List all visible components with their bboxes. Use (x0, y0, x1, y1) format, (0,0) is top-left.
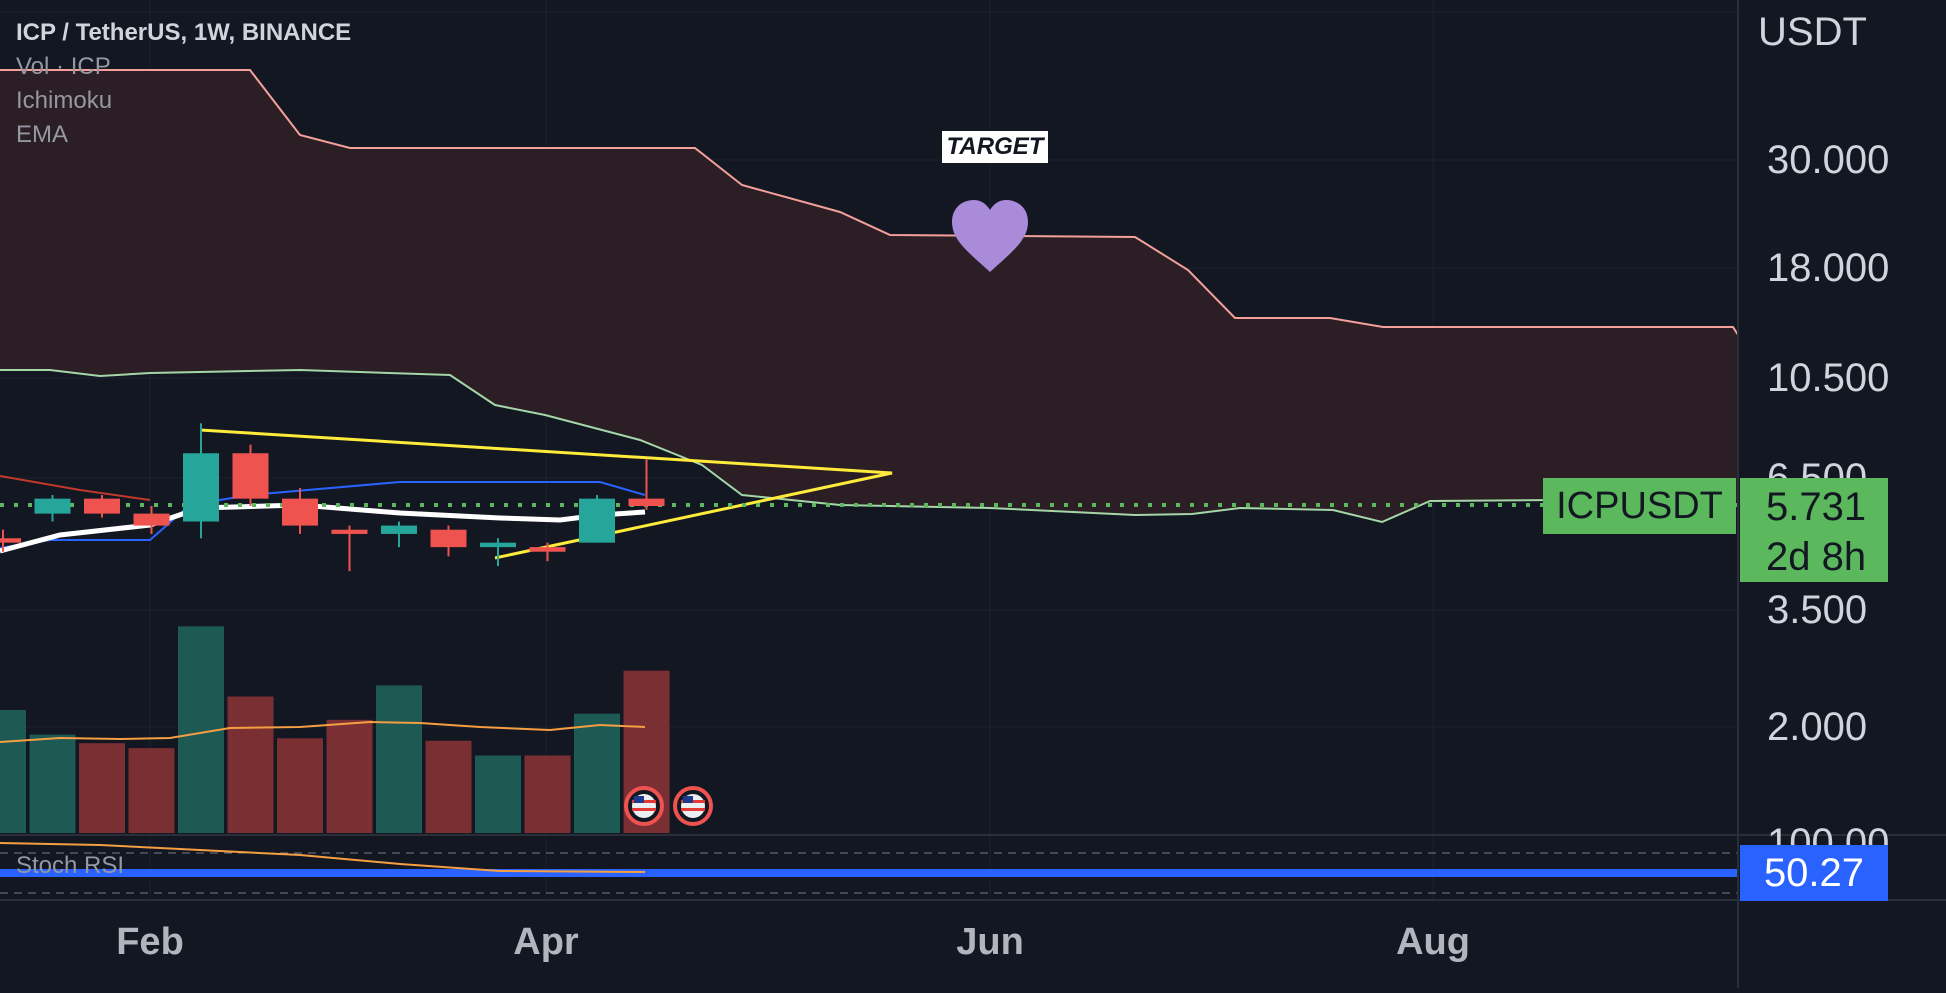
ichimoku-span-b (0, 368, 1561, 524)
volume-bar (128, 748, 175, 833)
volume-bar (376, 685, 422, 833)
us-flag-icon[interactable] (624, 786, 664, 826)
candle-body (133, 513, 170, 526)
candle-body (628, 498, 665, 507)
candle-body (331, 529, 368, 534)
candle-body (430, 529, 467, 548)
ichimoku-cloud (0, 70, 1738, 522)
last-price-value: 5.731 (1766, 485, 1867, 529)
stoch-rsi-label[interactable]: Stoch RSI (16, 852, 125, 879)
time-tick: Jun (956, 921, 1024, 963)
indicator-volume[interactable]: Vol · ICP (16, 53, 111, 80)
bar-countdown: 2d 8h (1766, 535, 1867, 579)
candle-body (480, 542, 516, 548)
target-label: TARGET (942, 131, 1048, 163)
indicator-ichimoku[interactable]: Ichimoku (16, 87, 113, 114)
us-flag-icon[interactable] (673, 786, 713, 826)
volume-bar (0, 710, 26, 833)
candles (0, 423, 665, 572)
candle-body (381, 525, 417, 534)
candle-body (282, 498, 318, 526)
indicator-ema[interactable]: EMA (16, 121, 69, 148)
volume-bar (326, 719, 373, 833)
price-tick: 10.500 (1767, 356, 1889, 400)
stoch-rsi-value: 50.27 (1740, 845, 1888, 901)
volume-bar (475, 755, 521, 833)
volume-bar (277, 738, 323, 833)
price-tick: 18.000 (1767, 246, 1889, 290)
last-price-tag: 5.731 2d 8h (1740, 478, 1888, 582)
volume-bar (29, 734, 76, 833)
candle-body (34, 498, 71, 514)
price-tick: 2.000 (1767, 705, 1867, 749)
symbol-title[interactable]: ICP / TetherUS, 1W, BINANCE (16, 19, 352, 46)
time-tick: Apr (513, 921, 579, 963)
price-tick: 30.000 (1767, 138, 1889, 182)
volume-bars (0, 626, 670, 833)
candle-body (84, 498, 120, 514)
candle-body (579, 498, 615, 543)
volume-bar (574, 713, 620, 833)
price-tick: 3.500 (1767, 588, 1867, 632)
candle-body (232, 453, 269, 499)
rsi-signal-line (0, 842, 646, 873)
candle-body (0, 538, 21, 543)
time-axis[interactable]: Feb Apr Jun Aug (116, 921, 1470, 963)
volume-ma-line (0, 720, 646, 743)
time-tick: Aug (1396, 921, 1470, 963)
ichimoku-span-a (0, 69, 1739, 336)
volume-bar (79, 743, 125, 833)
symbol-price-tag: ICPUSDT (1543, 478, 1736, 534)
volume-bar (524, 755, 571, 833)
volume-bar (227, 696, 274, 833)
volume-bar (425, 740, 472, 833)
tenkan-line (0, 475, 151, 501)
candle-body (529, 547, 566, 552)
currency-label[interactable]: USDT (1758, 10, 1867, 54)
heart-icon (952, 200, 1028, 272)
chart-legend[interactable]: ICP / TetherUS, 1W, BINANCE Vol · ICP Ic… (16, 16, 351, 152)
time-tick: Feb (116, 921, 184, 963)
kijun-line (0, 481, 646, 549)
triangle-pattern (199, 428, 893, 560)
candle-body (183, 453, 219, 522)
